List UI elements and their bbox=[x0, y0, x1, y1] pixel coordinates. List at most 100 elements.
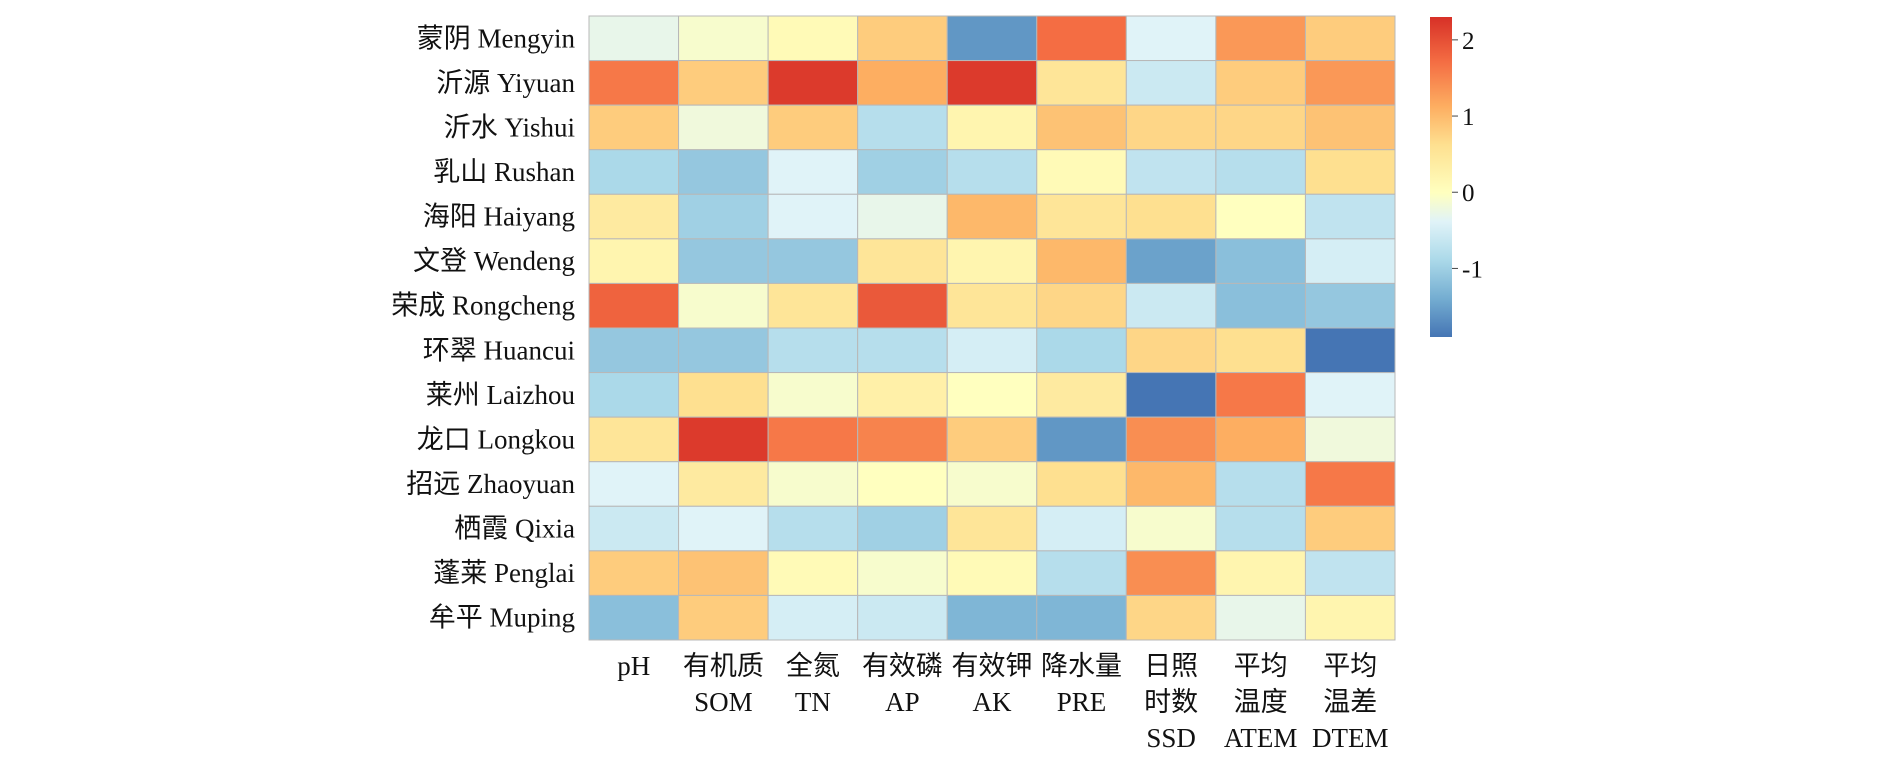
heatmap-cell bbox=[588, 60, 680, 106]
heatmap-cell bbox=[678, 461, 769, 507]
heatmap-cell bbox=[1125, 461, 1217, 507]
heatmap-cell bbox=[1036, 193, 1127, 240]
heatmap-cell bbox=[767, 104, 859, 151]
heatmap-cell bbox=[946, 505, 1038, 552]
heatmap-cell bbox=[1215, 60, 1306, 106]
heatmap-cell bbox=[588, 238, 680, 284]
heatmap-cell bbox=[767, 594, 859, 641]
heatmap-cell bbox=[1215, 104, 1306, 151]
heatmap-cell bbox=[1125, 15, 1217, 62]
heatmap-cell bbox=[1215, 327, 1306, 374]
heatmap-cell bbox=[946, 15, 1038, 62]
heatmap-cell bbox=[588, 193, 680, 240]
heatmap-cell bbox=[588, 149, 680, 195]
heatmap-cell bbox=[1304, 327, 1396, 374]
heatmap-cell bbox=[678, 327, 769, 374]
heatmap-cell bbox=[678, 416, 769, 463]
heatmap-cell bbox=[1036, 60, 1127, 106]
row-label: 龙口 Longkou bbox=[417, 424, 576, 454]
heatmap-cell bbox=[1036, 15, 1127, 62]
heatmap-cell bbox=[1215, 149, 1306, 195]
heatmap-cell bbox=[1036, 550, 1127, 596]
heatmap-cell bbox=[946, 104, 1038, 151]
heatmap-cell bbox=[1036, 282, 1127, 329]
heatmap-cell bbox=[857, 282, 948, 329]
heatmap-cell bbox=[767, 60, 859, 106]
heatmap-cell bbox=[678, 104, 769, 151]
row-label: 莱州 Laizhou bbox=[426, 380, 576, 410]
heatmap-cell bbox=[767, 238, 859, 284]
heatmap-cell bbox=[1304, 282, 1396, 329]
heatmap-cell bbox=[588, 505, 680, 552]
heatmap-cell bbox=[946, 193, 1038, 240]
heatmap-cell bbox=[857, 60, 948, 106]
heatmap-cell bbox=[946, 461, 1038, 507]
heatmap-cell bbox=[767, 372, 859, 418]
heatmap-cell bbox=[678, 372, 769, 418]
heatmap-cell bbox=[946, 372, 1038, 418]
row-label: 海阳 Haiyang bbox=[423, 202, 575, 232]
heatmap-cell bbox=[588, 15, 680, 62]
heatmap-cell bbox=[588, 327, 680, 374]
heatmap-cell bbox=[1125, 505, 1217, 552]
heatmap-cell bbox=[1125, 550, 1217, 596]
colorbar-tick-label: -1 bbox=[1462, 256, 1483, 283]
heatmap-cell bbox=[857, 505, 948, 552]
colorbar-tick-label: 1 bbox=[1462, 104, 1475, 131]
heatmap-cell bbox=[1215, 416, 1306, 463]
heatmap-cell bbox=[1125, 594, 1217, 641]
heatmap-cell bbox=[857, 594, 948, 641]
row-label: 沂源 Yiyuan bbox=[436, 68, 575, 98]
heatmap-cell bbox=[857, 193, 948, 240]
heatmap-cell bbox=[946, 149, 1038, 195]
heatmap-cell bbox=[1036, 505, 1127, 552]
heatmap-cell bbox=[1215, 282, 1306, 329]
heatmap-cell bbox=[857, 104, 948, 151]
heatmap-cell bbox=[1036, 416, 1127, 463]
heatmap-cell bbox=[588, 104, 680, 151]
row-label: 招远 Zhaoyuan bbox=[406, 469, 575, 499]
heatmap-cell bbox=[767, 416, 859, 463]
heatmap-cell bbox=[1125, 372, 1217, 418]
heatmap-cell bbox=[678, 238, 769, 284]
heatmap-cell bbox=[1125, 238, 1217, 284]
heatmap-cell bbox=[1304, 372, 1396, 418]
heatmap-cell bbox=[1215, 193, 1306, 240]
column-label: pH bbox=[617, 651, 650, 681]
column-label: 日照时数 SSD bbox=[1144, 651, 1198, 753]
heatmap-cell bbox=[857, 149, 948, 195]
heatmap-cell bbox=[857, 15, 948, 62]
row-label: 环翠 Huancui bbox=[423, 335, 575, 365]
heatmap-cell bbox=[857, 372, 948, 418]
heatmap-cell bbox=[857, 461, 948, 507]
heatmap-cell bbox=[857, 550, 948, 596]
heatmap-cell bbox=[1304, 193, 1396, 240]
heatmap-cell bbox=[946, 550, 1038, 596]
heatmap-cell bbox=[1125, 416, 1217, 463]
heatmap-cells bbox=[588, 15, 1396, 641]
column-label: 有效磷 AP bbox=[862, 651, 943, 717]
heatmap-cell bbox=[857, 416, 948, 463]
heatmap-cell bbox=[1304, 15, 1396, 62]
row-label: 蒙阴 Mengyin bbox=[417, 23, 576, 53]
heatmap-cell bbox=[767, 282, 859, 329]
heatmap-cell bbox=[857, 238, 948, 284]
heatmap-cell bbox=[1036, 372, 1127, 418]
heatmap-cell bbox=[1215, 594, 1306, 641]
heatmap-cell bbox=[1304, 104, 1396, 151]
heatmap-cell bbox=[1036, 327, 1127, 374]
colorbar-tick-label: 0 bbox=[1462, 180, 1475, 207]
heatmap-cell bbox=[1304, 416, 1396, 463]
row-labels: 蒙阴 Mengyin 沂源 Yiyuan 沂水 Yishui 乳山 Rushan 海阳 … bbox=[391, 23, 575, 632]
heatmap-cell bbox=[946, 238, 1038, 284]
row-label: 沂水 Yishui bbox=[444, 112, 575, 142]
heatmap-cell bbox=[1125, 193, 1217, 240]
heatmap-cell bbox=[678, 60, 769, 106]
heatmap-cell bbox=[588, 594, 680, 641]
heatmap-cell bbox=[946, 416, 1038, 463]
heatmap-cell bbox=[588, 461, 680, 507]
column-label: 平均温度 ATEM bbox=[1224, 651, 1298, 753]
row-label: 栖霞 Qixia bbox=[454, 514, 575, 544]
